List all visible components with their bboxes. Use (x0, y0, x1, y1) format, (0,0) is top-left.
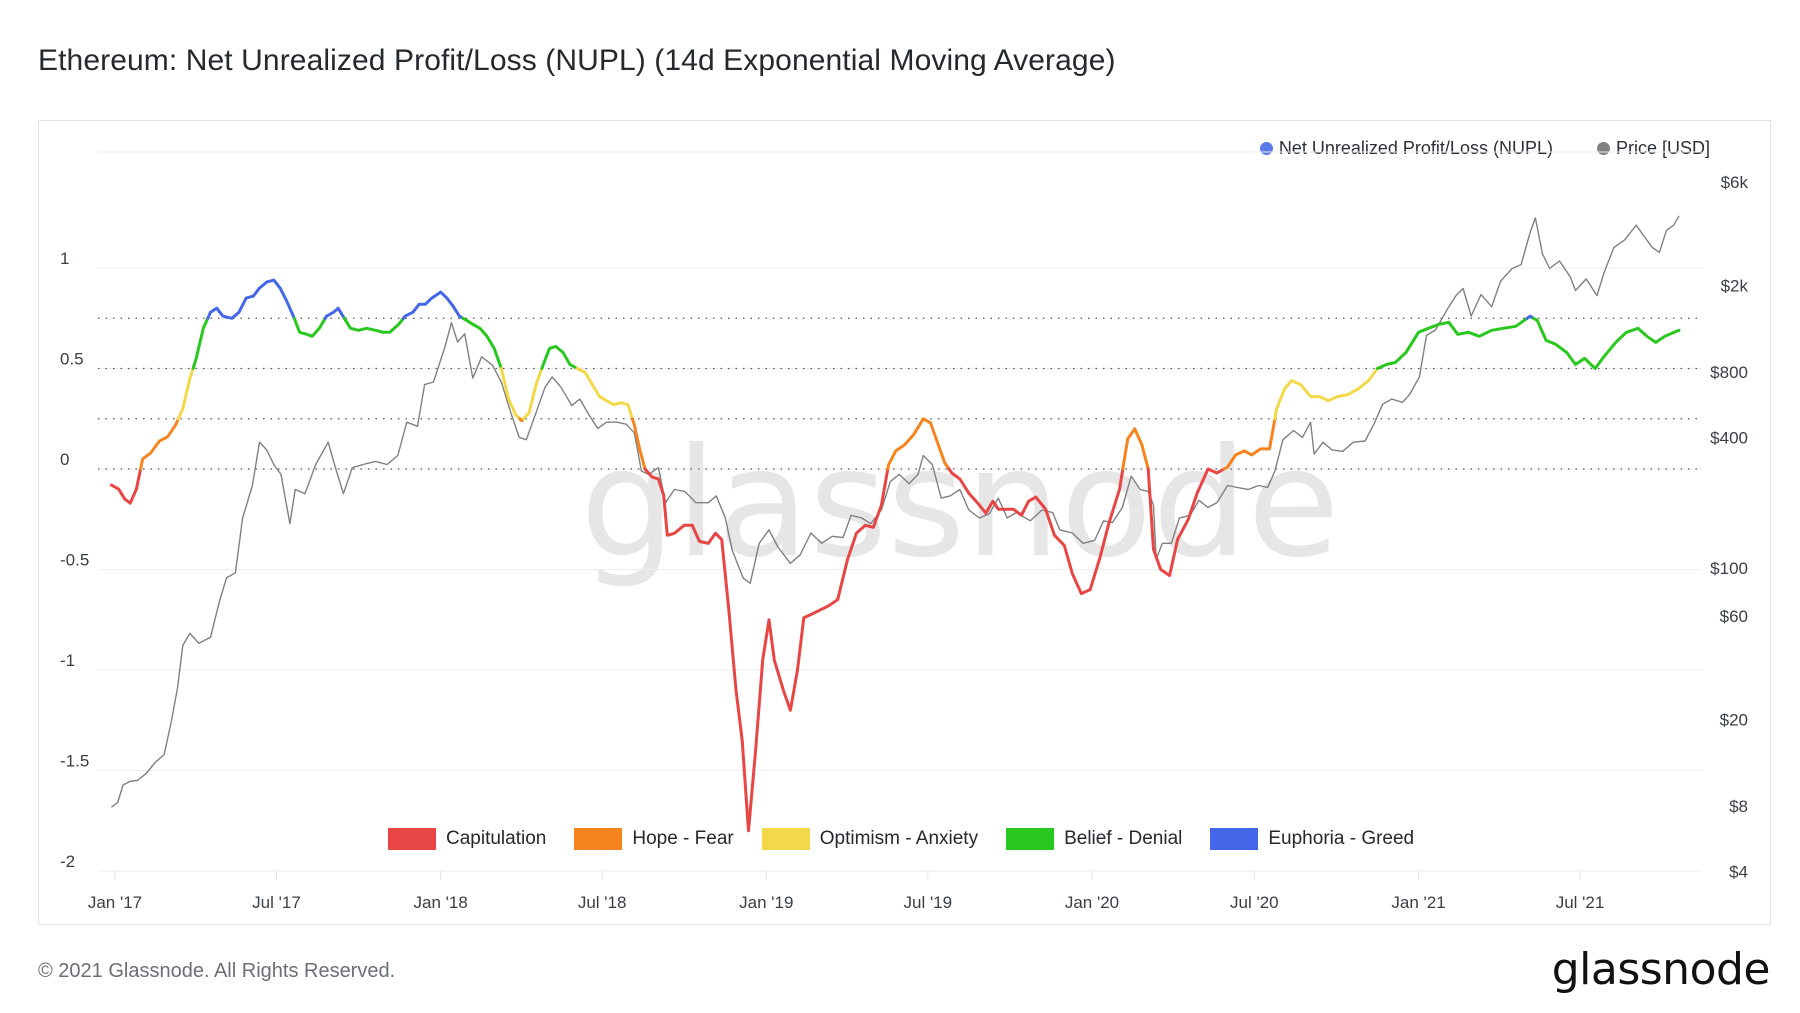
nupl-line-segment (630, 417, 647, 471)
legend-label-price: Price [USD] (1615, 138, 1710, 158)
chart-title: Ethereum: Net Unrealized Profit/Loss (NU… (38, 44, 1116, 77)
legend-item-capitulation: Capitulation (388, 828, 546, 850)
legend-bottom: Capitulation Hope - Fear Optimism - Anxi… (388, 828, 1414, 850)
x-tick-label: Jan '21 (1391, 893, 1445, 912)
y-left-tick-label: -1 (60, 651, 75, 670)
nupl-line-segment (540, 344, 579, 370)
y-right-tick-label: $8 (1729, 797, 1748, 816)
y-left-tick-label: -2 (60, 852, 75, 871)
legend-label-optimism-anxiety: Optimism - Anxiety (819, 828, 979, 849)
legend-top: Net Unrealized Profit/Loss (NUPL) Price … (1259, 138, 1710, 159)
x-tick-label: Jan '20 (1065, 893, 1119, 912)
nupl-line-segment (292, 316, 327, 338)
nupl-line-segment (499, 367, 522, 421)
legend-item-hope-fear: Hope - Fear (574, 828, 734, 850)
legend-label-hope-fear: Hope - Fear (632, 828, 734, 849)
nupl-line-segment (323, 306, 346, 320)
y-left-tick-label: -1.5 (60, 752, 89, 771)
nupl-line-segment (1273, 367, 1379, 421)
x-tick-label: Jan '18 (414, 893, 468, 912)
nupl-line-segment (342, 316, 405, 334)
nupl-line-segment (401, 290, 465, 320)
y-left-tick-label: 0 (60, 450, 69, 469)
y-left-tick-label: 1 (60, 249, 69, 268)
y-right-tick-label: $20 (1720, 711, 1748, 730)
legend-label-nupl: Net Unrealized Profit/Loss (NUPL) (1278, 138, 1553, 158)
y-left-tick-label: -0.5 (60, 551, 89, 570)
chart-panel (38, 120, 1771, 925)
nupl-line-segment (1532, 316, 1681, 370)
nupl-line-segment (139, 417, 180, 471)
x-tick-label: Jul '20 (1230, 893, 1279, 912)
x-tick-label: Jan '17 (88, 893, 142, 912)
nupl-line-segment (191, 316, 210, 370)
euphoria-greed-swatch (1210, 828, 1259, 850)
nupl-line-segment (176, 367, 195, 421)
nupl-line-segment (1146, 467, 1226, 577)
nupl-line-segment (522, 367, 544, 421)
nupl-line-segment (1222, 417, 1277, 471)
nupl-line-segment (206, 278, 296, 320)
legend-item-belief-denial: Belief - Denial (1006, 828, 1182, 850)
capitulation-swatch (388, 828, 436, 850)
nupl-line-segment (643, 467, 890, 833)
nupl-line-segment (1376, 316, 1529, 370)
legend-item-euphoria-greed: Euphoria - Greed (1210, 828, 1414, 850)
legend-label-euphoria-greed: Euphoria - Greed (1268, 828, 1415, 849)
y-right-tick-label: $2k (1721, 277, 1749, 296)
belief-denial-swatch (1006, 828, 1055, 850)
nupl-line-segment (886, 417, 951, 471)
y-right-tick-label: $60 (1720, 607, 1748, 626)
y-right-tick-label: $6k (1721, 173, 1749, 192)
y-right-tick-label: $800 (1710, 363, 1748, 382)
x-tick-label: Jul '17 (252, 893, 301, 912)
x-tick-label: Jul '18 (578, 893, 627, 912)
optimism-anxiety-swatch (761, 828, 810, 850)
y-right-tick-label: $100 (1710, 559, 1748, 578)
nupl-line-segment (461, 316, 503, 370)
glassnode-logo[interactable]: glassnode (1551, 944, 1771, 995)
legend-label-belief-denial: Belief - Denial (1064, 828, 1183, 849)
y-right-tick-label: $400 (1710, 428, 1748, 447)
copyright-text: © 2021 Glassnode. All Rights Reserved. (38, 960, 396, 982)
hope-fear-swatch (574, 828, 623, 850)
price-line (110, 215, 1680, 808)
x-tick-label: Jul '19 (903, 893, 952, 912)
legend-label-capitulation: Capitulation (446, 828, 547, 849)
nupl-line-segment (947, 467, 1125, 596)
x-tick-label: Jan '19 (739, 893, 793, 912)
y-left-tick-label: 0.5 (60, 350, 84, 369)
x-tick-label: Jul '21 (1556, 893, 1605, 912)
nupl-line-segment (1121, 427, 1150, 471)
nupl-line-segment (575, 367, 634, 421)
y-right-tick-label: $4 (1729, 862, 1748, 881)
watermark-text: glassnode (580, 417, 1339, 591)
nupl-line-segment (109, 467, 143, 505)
legend-item-optimism-anxiety: Optimism - Anxiety (761, 828, 979, 850)
